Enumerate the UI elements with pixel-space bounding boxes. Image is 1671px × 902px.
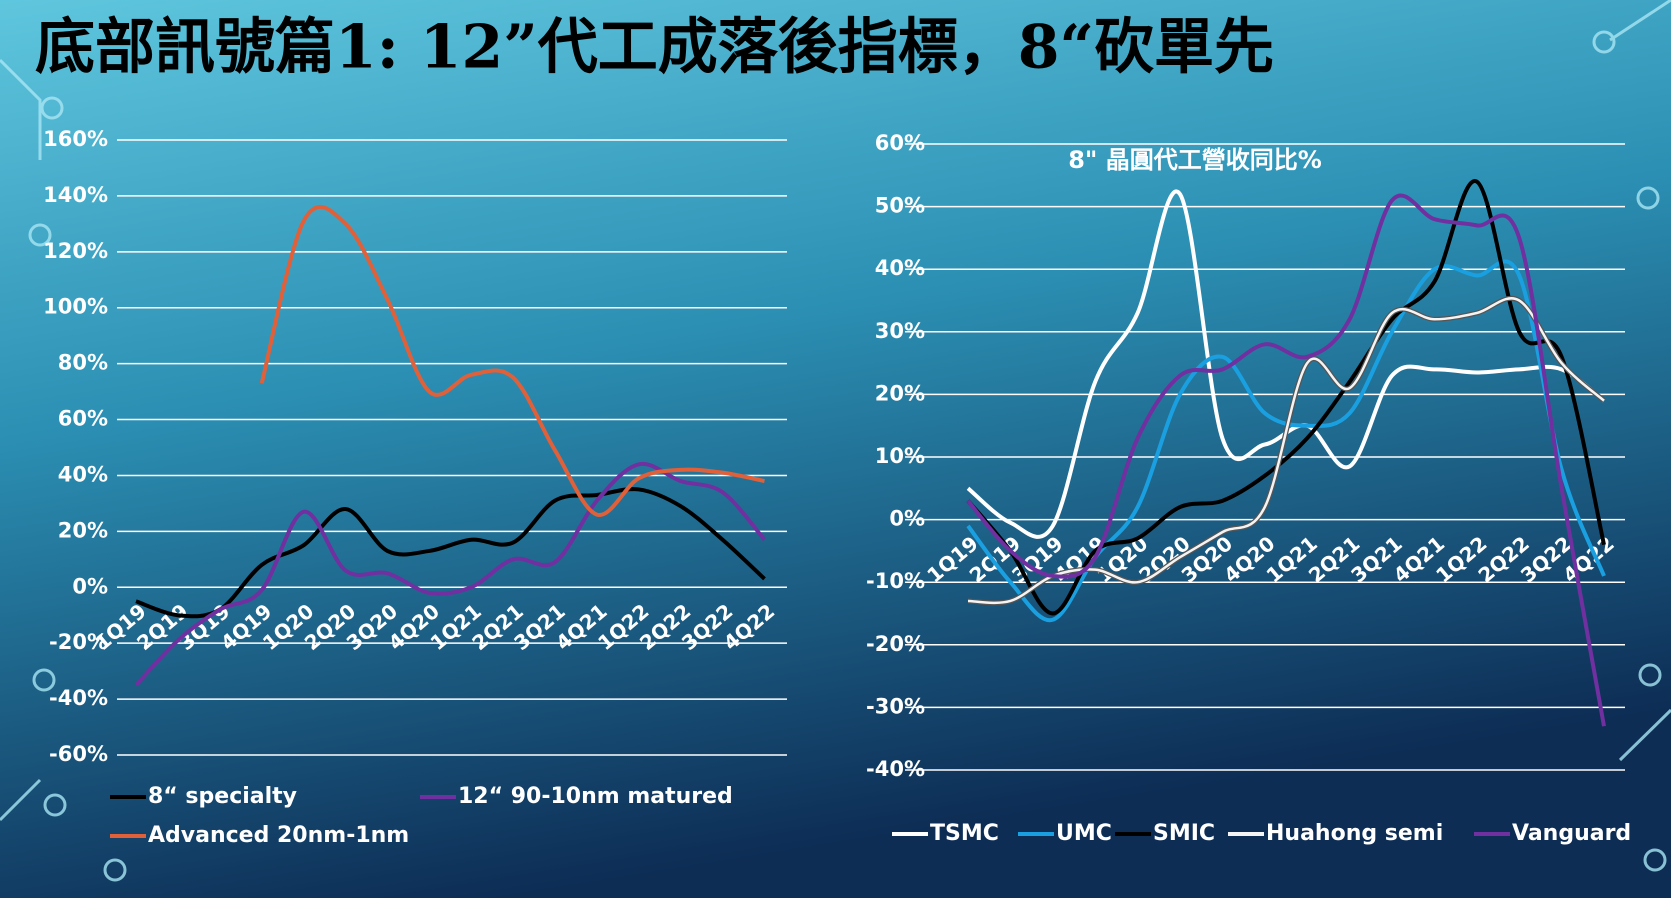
y-tick-label: 0% [72,574,108,598]
y-tick-label: 0% [889,507,925,531]
y-tick-label: 30% [875,319,925,343]
series-line [966,189,1606,539]
y-tick-label: 40% [58,462,108,486]
y-tick-label: 80% [58,351,108,375]
series-line [966,193,1606,727]
slide-title: 底部訊號篇1: 12”代工成落後指標，8“砍單先 [35,13,1274,83]
y-tick-label: 160% [43,127,108,151]
y-tick-label: -40% [49,686,108,710]
series-line [966,179,1606,616]
legend-label: Advanced 20nm-1nm [148,823,409,848]
legend-label: UMC [1056,821,1112,846]
y-tick-label: 100% [43,295,108,319]
y-tick-label: -40% [866,757,925,781]
y-tick-label: 10% [875,444,925,468]
y-tick-label: 120% [43,239,108,263]
legend-label: TSMC [930,821,999,846]
series-line [259,205,765,517]
y-tick-label: 60% [58,407,108,431]
y-tick-label: -60% [49,742,108,766]
legend-label: SMIC [1153,821,1215,846]
legend-label: Vanguard [1512,821,1631,846]
y-tick-label: -20% [866,632,925,656]
legend-label: 12“ 90-10nm matured [458,784,733,809]
legend-label: Huahong semi [1266,821,1443,846]
y-tick-label: 50% [875,194,925,218]
y-tick-label: 20% [58,518,108,542]
series-line [135,487,766,619]
y-tick-label: -20% [49,630,108,654]
y-tick-label: 20% [875,381,925,405]
y-tick-label: 60% [875,131,925,155]
series-line [966,259,1606,623]
circuit-decoration [0,0,1671,882]
y-tick-label: 140% [43,183,108,207]
chart-title: 8" 晶圓代工營收同比% [1068,146,1322,174]
y-tick-label: 40% [875,256,925,280]
y-tick-label: -30% [866,694,925,718]
y-tick-label: -10% [866,569,925,593]
legend-label: 8“ specialty [148,784,297,809]
